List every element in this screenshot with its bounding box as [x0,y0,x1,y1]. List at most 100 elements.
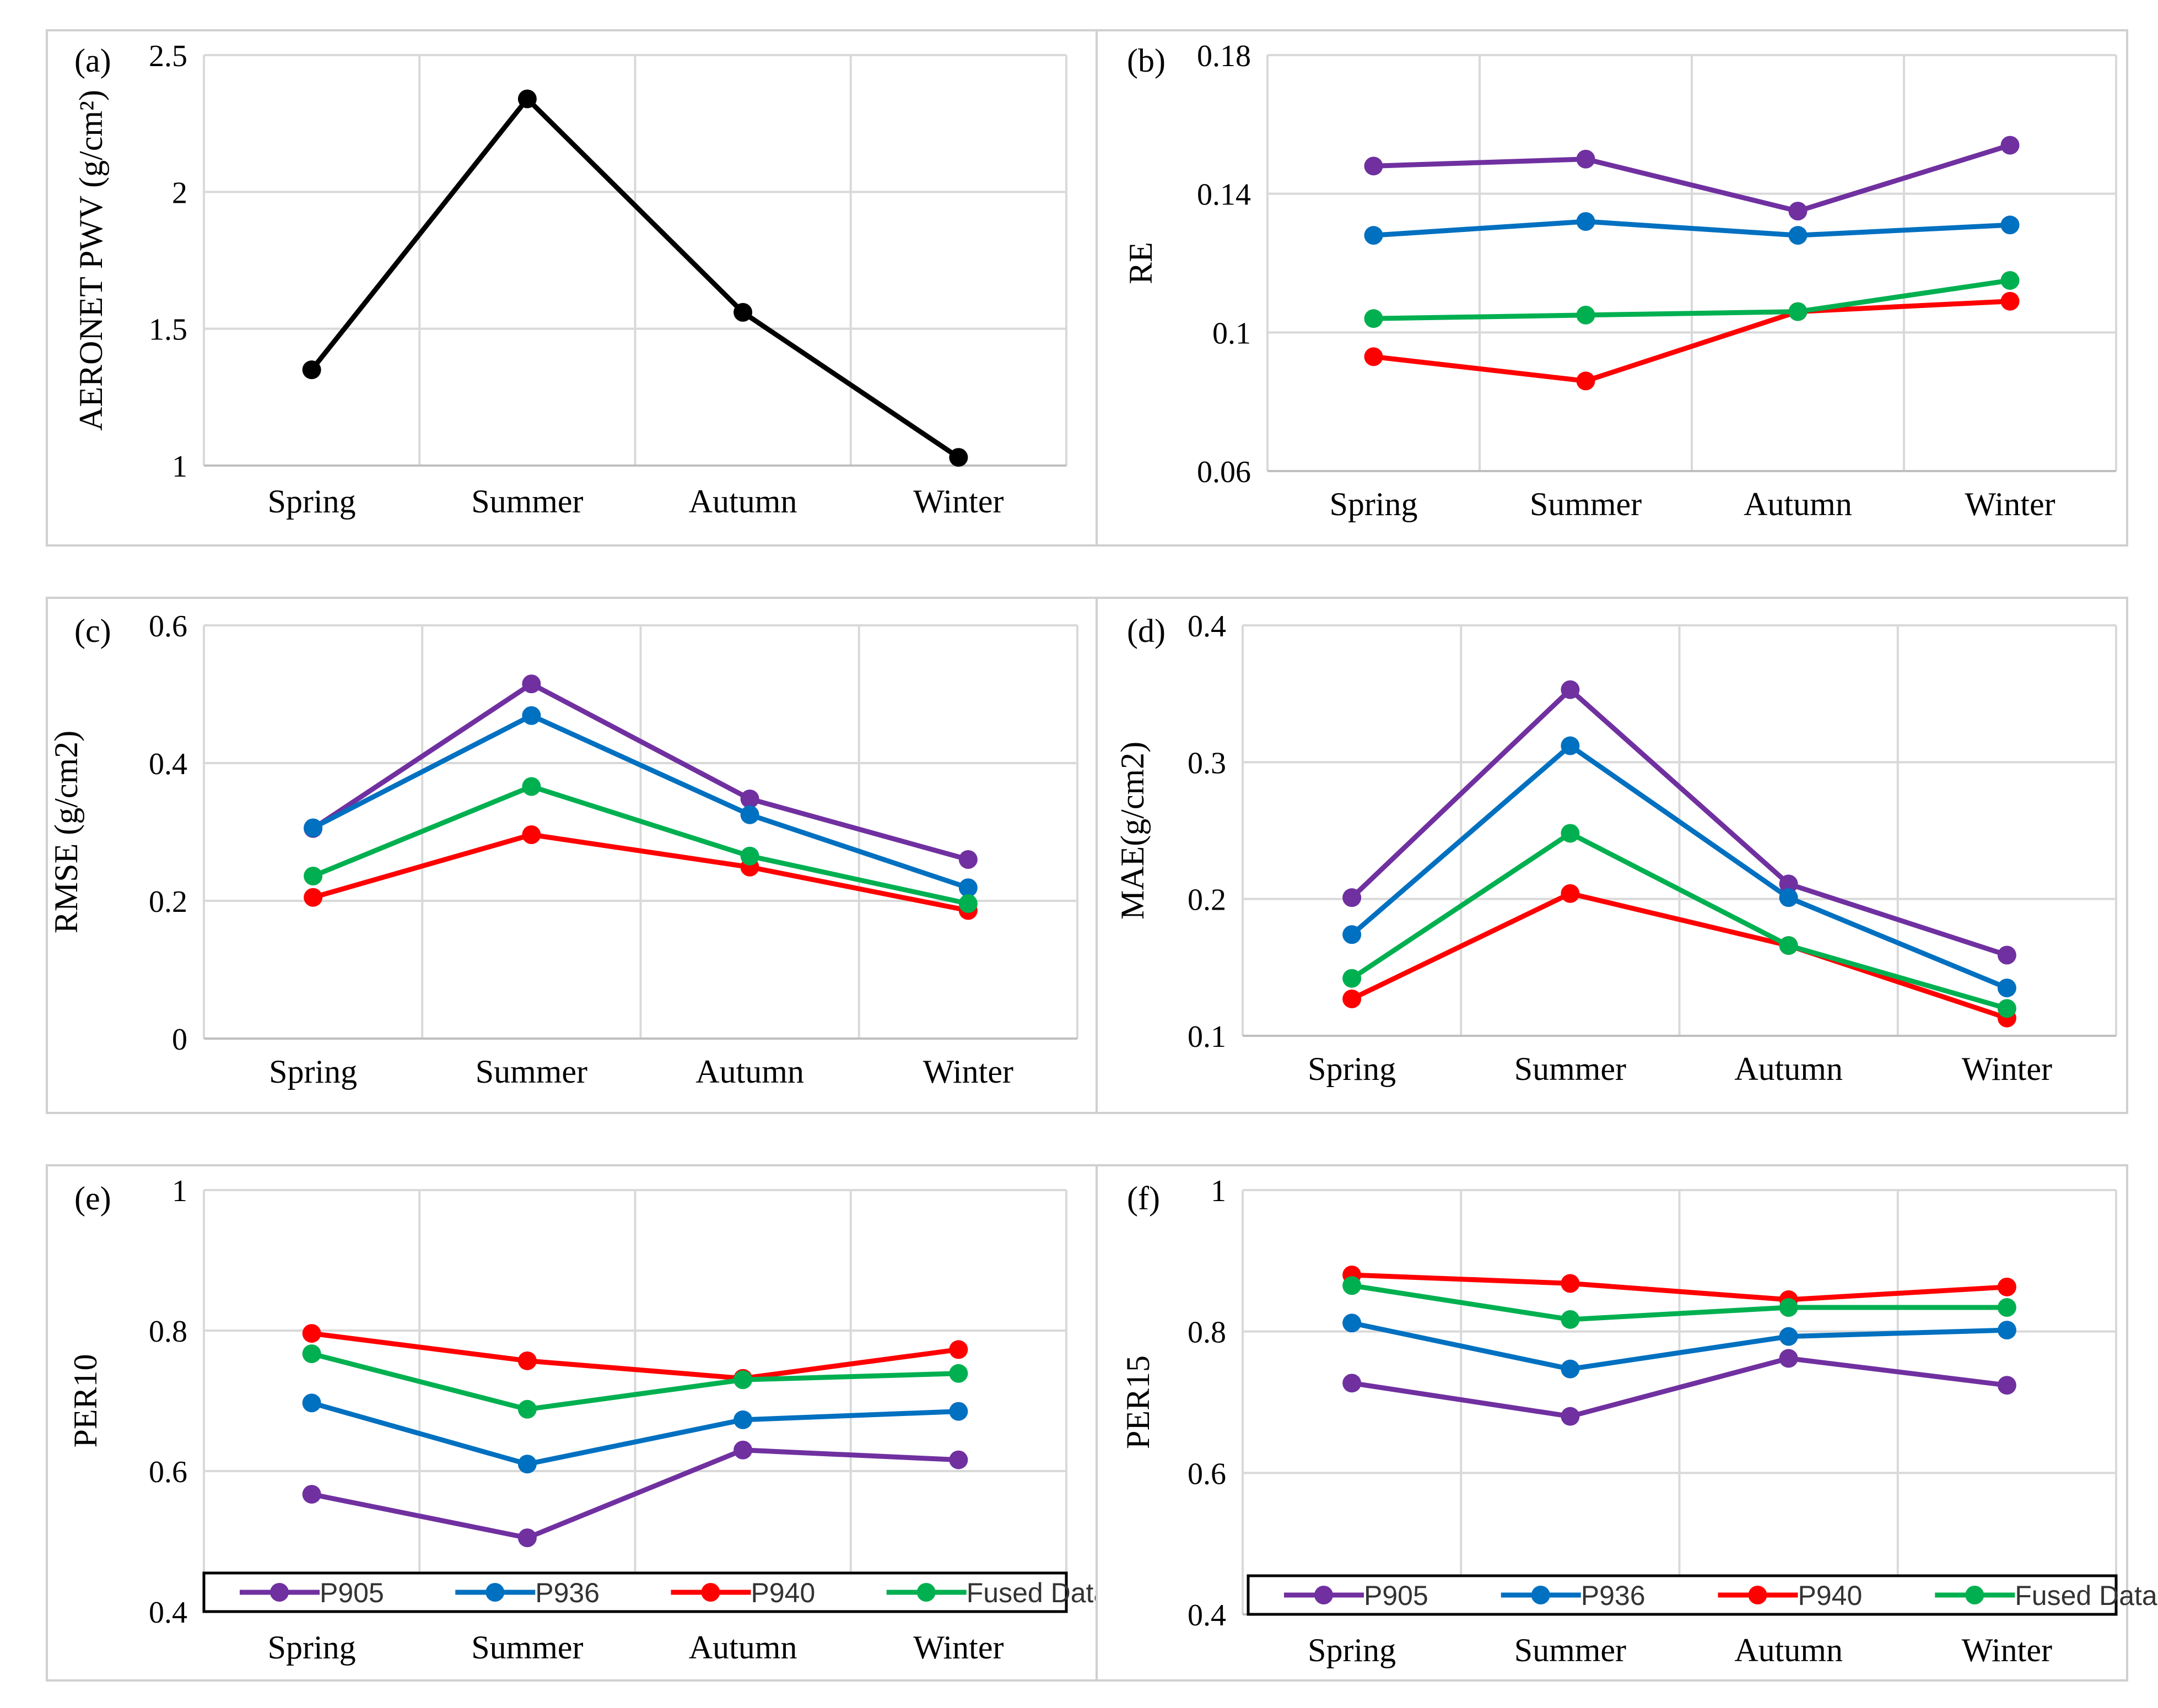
series-line-p936 [312,713,969,890]
data-point-fused-dataset [517,1399,537,1419]
series-line-p905 [1373,143,2011,214]
series-line-p936 [1350,743,2008,991]
data-point-p905 [1561,1407,1580,1426]
data-point-p936 [1997,1321,2016,1340]
series-line-p940 [312,832,969,913]
chart-panel-3: 0.1 0.2 0.3 0.4 Spring Summer Autumn Winter MAE(… [1096,597,2128,1114]
x-tick-label: Autumn [689,1629,797,1666]
legend-swatch-marker [916,1583,936,1602]
data-point-p905 [740,790,759,808]
legend-entry-label: P936 [1581,1580,1646,1611]
x-tick-label: Summer [1514,1632,1626,1668]
panel-label: (b) [1127,42,1166,79]
legend-entry-label: P940 [751,1577,816,1608]
series-line-p936 [1373,219,2010,238]
series-line-p940 [1351,1272,2008,1302]
data-point-p905 [958,850,978,869]
x-tick-label: Spring [1308,1051,1396,1087]
data-point-p940 [517,1351,537,1370]
data-point-p936 [949,1402,968,1421]
data-point-fused-dataset [522,777,541,796]
data-point-p936 [2000,215,2020,235]
x-tick-label: Spring [268,1629,356,1666]
y-axis-label: RMSE (g/cm2) [48,731,84,933]
series-line-p905 [311,681,969,862]
series-line-p940 [1373,299,2010,383]
legend-entry-label: P936 [535,1577,600,1608]
y-tick-label: 0.06 [1197,455,1251,489]
data-point-fused-dataset [733,1370,753,1390]
data-point-fused-dataset [2000,271,2020,290]
x-tick-label: Winter [923,1053,1013,1090]
data-point-p905 [1997,1376,2016,1395]
data-point-p905 [517,1528,537,1548]
series-line-p936 [1351,1320,2008,1372]
y-tick-label: 0 [172,1023,187,1057]
y-tick-label: 0.6 [149,609,187,644]
legend-swatch-marker [485,1583,505,1602]
chart-panel-5: 0.4 0.6 0.8 1 Spring Summer Autumn Winter PER15 (… [1096,1164,2158,1682]
y-axis-label: PER10 [67,1354,104,1447]
data-point-p936 [1561,1359,1580,1379]
panel-label: (a) [74,42,111,79]
y-tick-label: 1.5 [149,313,187,347]
data-point-p905 [1364,156,1383,176]
x-tick-label: Summer [471,1629,583,1666]
data-point-p936 [1342,1314,1362,1333]
chart-panel-4: 0.4 0.6 0.8 1 Spring Summer Autumn Winter PER10 (… [46,1164,1146,1682]
data-point-fused-dataset [1364,309,1383,328]
legend-entry-label: P905 [320,1577,384,1608]
y-tick-label: 0.3 [1188,746,1226,780]
series-line-p905 [311,1447,959,1541]
x-tick-label: Summer [1514,1051,1626,1087]
x-tick-label: Winter [1965,486,2055,522]
y-tick-label: 0.4 [1188,1598,1226,1633]
data-point-p905 [1576,149,1595,169]
data-point-fused-dataset [1997,999,2016,1018]
data-point-fused-dataset [949,1364,968,1383]
series-line-p936 [311,1400,959,1467]
series-line-p940 [311,1331,959,1381]
data-point-fused-dataset [1997,1298,2016,1317]
data-point-p936 [1997,979,2016,998]
data-point-p936 [522,706,541,725]
data-point-p940 [1561,884,1580,903]
data-point-p936 [1779,1327,1798,1346]
y-tick-label: 0.6 [149,1455,187,1489]
legend-entry-label: P905 [1364,1580,1428,1611]
data-point-p936 [1779,888,1798,907]
data-point-p936 [1342,925,1362,944]
data-point-fused-dataset [1342,1276,1362,1295]
x-tick-label: Spring [1329,486,1417,522]
x-tick-label: Winter [1962,1051,2052,1087]
y-tick-label: 0.8 [149,1315,187,1349]
x-tick-label: Spring [1308,1632,1396,1668]
series-line-fused-dataset [1373,278,2011,321]
panel-label: (d) [1127,613,1166,649]
data-point-p905 [1342,888,1362,907]
chart-panel-0: 1 1.5 2 2.5 Spring Summer Autumn Winter AERONET … [46,29,1098,547]
data-point-p936 [1561,736,1580,755]
y-axis-label: MAE(g/cm2) [1114,742,1151,920]
data-point-fused-dataset [1576,305,1595,325]
data-point-p936 [302,1393,321,1413]
series-line-fused-dataset [311,1351,959,1412]
y-axis-label: RE [1123,242,1159,284]
series-line-p905 [1351,1355,2008,1419]
data-point-p905 [2000,136,2020,155]
y-tick-label: 0.8 [1188,1316,1226,1350]
y-tick-label: 1 [172,1174,187,1208]
data-point-p940 [522,825,541,844]
data-point-p936 [1788,226,1808,245]
legend-swatch-marker [1531,1586,1550,1604]
x-tick-label: Spring [268,483,356,520]
data-point-fused-dataset [1779,1298,1798,1317]
y-tick-label: 1 [172,450,187,484]
y-tick-label: 2 [172,176,187,210]
data-point-p940 [302,1324,321,1343]
data-point-p905 [1788,202,1808,221]
data-point-p936 [517,1455,537,1474]
